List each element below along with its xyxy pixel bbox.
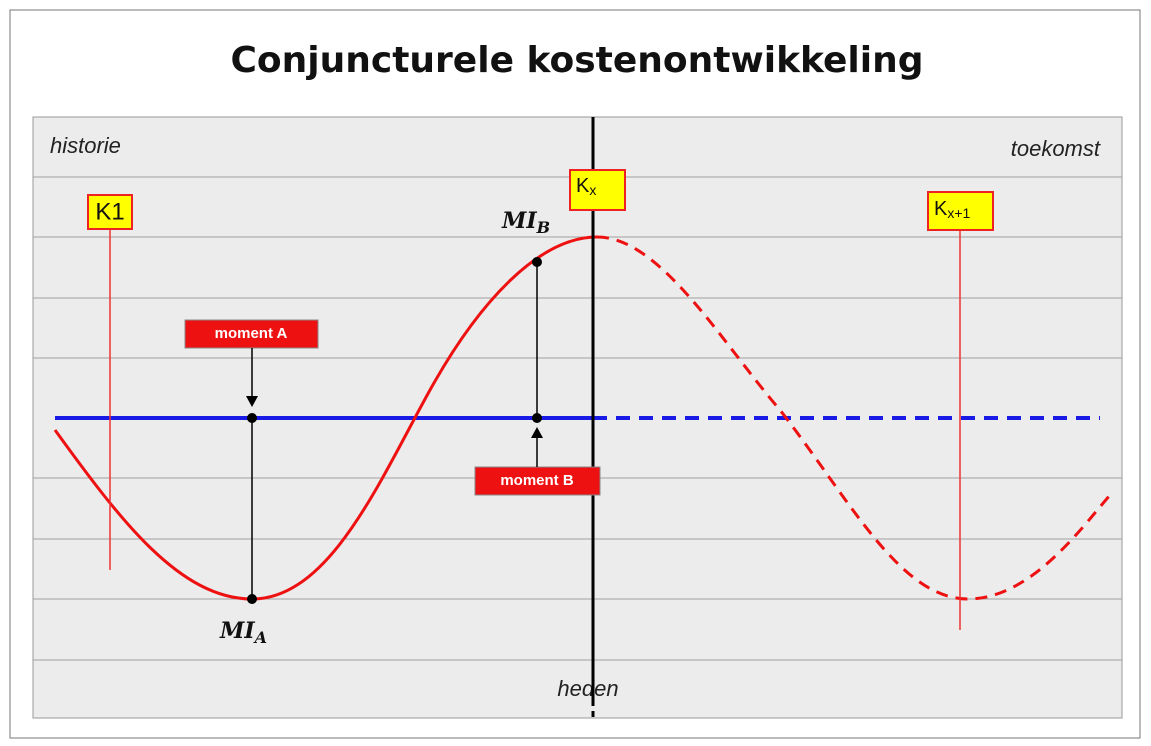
marker-box	[87, 194, 133, 230]
moment-label: moment B	[500, 472, 574, 489]
cost-forecast	[596, 235, 1112, 601]
moment-box	[474, 466, 601, 496]
arrow-head	[531, 427, 543, 438]
marker-label: Kx	[576, 175, 596, 197]
marker-label: Kx+1	[934, 198, 971, 220]
point	[247, 413, 257, 423]
point	[532, 413, 542, 423]
point-label: MIB	[501, 208, 550, 237]
arrow-head	[246, 396, 258, 407]
point	[247, 594, 257, 604]
marker-label: K1	[95, 198, 124, 225]
point-label: MIA	[219, 618, 267, 647]
marker-box	[569, 169, 626, 211]
present-label: heden	[557, 676, 618, 701]
marker-box	[927, 191, 994, 231]
point	[532, 257, 542, 267]
past-label: historie	[50, 133, 121, 158]
moment-label: moment A	[215, 325, 288, 342]
future-label: toekomst	[1011, 136, 1101, 161]
title: Conjuncturele kostenontwikkeling	[231, 40, 924, 81]
cost-curve	[53, 235, 598, 601]
